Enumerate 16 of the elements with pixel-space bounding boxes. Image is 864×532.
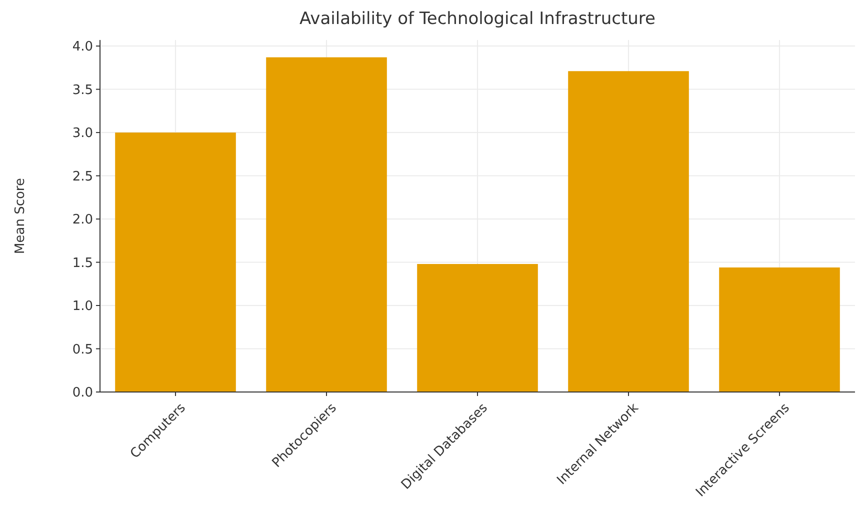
y-axis-title: Mean Score [13, 178, 28, 254]
y-tick-label: 0.0 [72, 386, 93, 401]
y-tick-label: 3.0 [72, 126, 93, 142]
bar [417, 264, 538, 392]
y-tick-label: 2.0 [72, 212, 93, 228]
bar [266, 57, 387, 392]
y-tick-label: 1.0 [72, 299, 93, 314]
y-tick-label: 3.5 [72, 82, 93, 98]
y-tick-label: 1.5 [72, 256, 93, 271]
bar [719, 267, 840, 392]
y-tick-label: 2.5 [72, 169, 93, 184]
y-tick-label: 0.5 [72, 342, 93, 358]
bar [568, 71, 689, 392]
bar [115, 132, 236, 392]
chart-title: Availability of Technological Infrastructure [300, 9, 656, 29]
y-tick-label: 4.0 [72, 40, 93, 55]
